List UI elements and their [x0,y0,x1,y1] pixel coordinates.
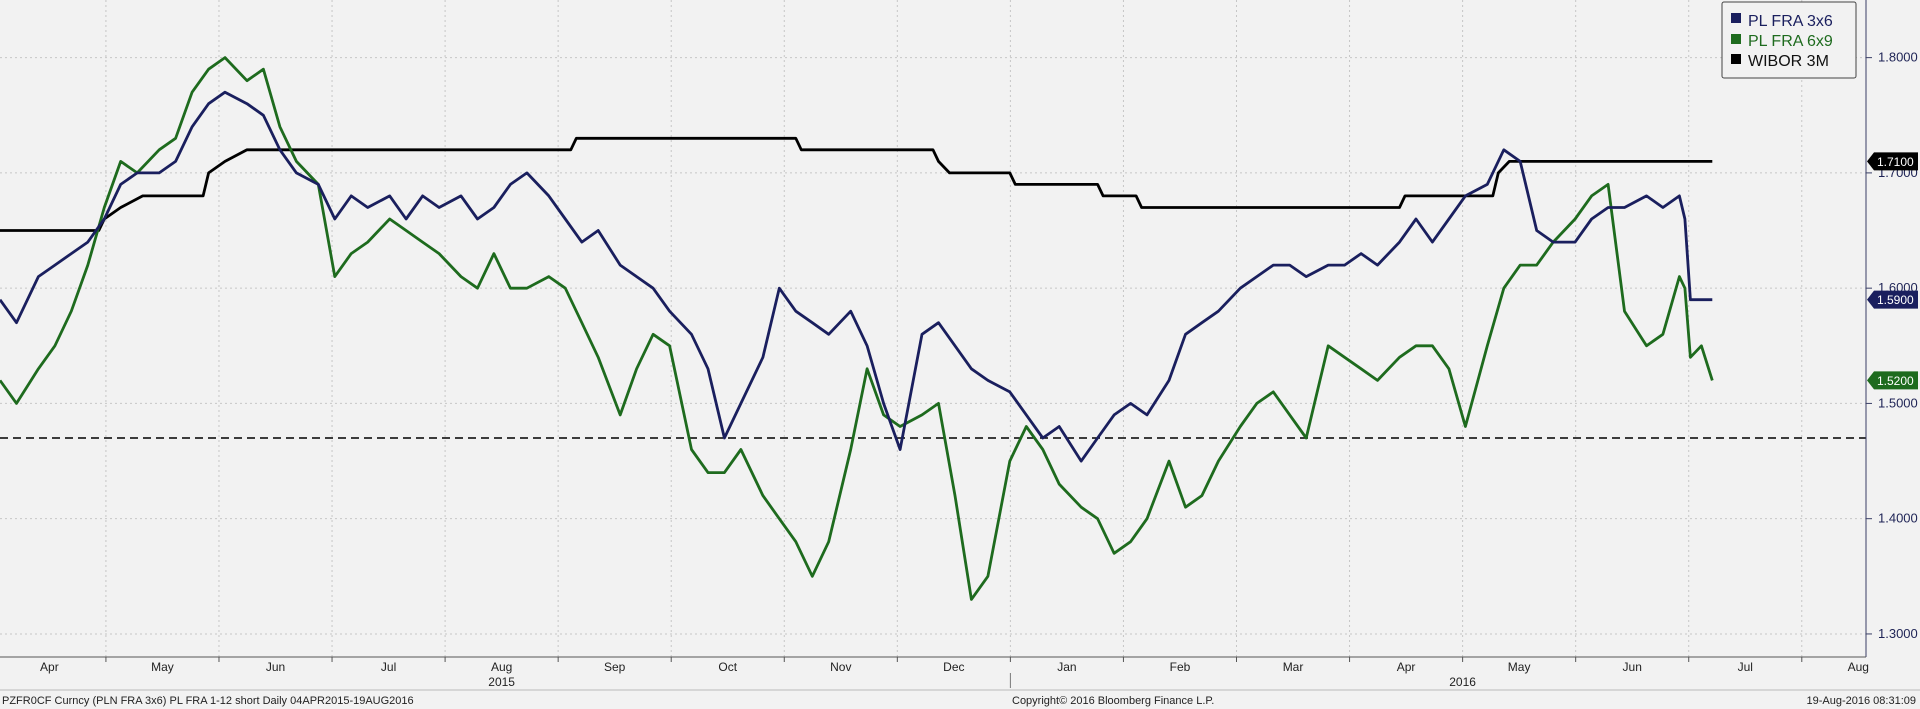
footer-left: PZFR0CF Curncy (PLN FRA 3x6) PL FRA 1-12… [2,695,414,707]
x-axis-ticks: Apr May Jun Jul Aug Sep Oct Nov Dec Jan Feb Mar Apr M… [40,657,1869,689]
last-value-tag-box [1867,371,1918,390]
footer-center: Copyright© 2016 Bloomberg Finance L.P. [1012,695,1214,707]
y-tick-label: 1.4000 [1878,511,1918,526]
x-tick-label: Mar [1283,660,1304,674]
year-label: 2016 [1449,675,1476,689]
last-value-tag-label: 1.7100 [1877,155,1914,169]
last-value-tag-box [1867,290,1918,309]
year-label: 2015 [488,675,515,689]
x-tick-label: Dec [943,660,964,674]
y-tick-label: 1.8000 [1878,50,1918,65]
x-tick-label: Nov [830,660,851,674]
legend-label-wibor-3m: WIBOR 3M [1748,53,1829,70]
x-tick-label: Oct [718,660,737,674]
x-tick-label: Jun [266,660,285,674]
x-tick-label: Jul [1738,660,1753,674]
x-tick-label: Apr [1397,660,1416,674]
series-line-pl-fra-3x6 [0,90,1713,463]
legend-swatch-wibor-3m [1731,54,1741,64]
legend[interactable]: PL FRA 3x6 PL FRA 6x9 WIBOR 3M [1721,1,1857,79]
last-value-tag-pl-fra-6x9: 1.5200 [1867,371,1918,390]
x-tick-label: Jan [1057,660,1076,674]
last-value-tag-label: 1.5200 [1877,374,1914,388]
last-value-tag-box [1867,152,1918,171]
last-value-tag-pl-fra-3x6: 1.5900 [1867,290,1918,309]
x-tick-label: Jul [381,660,396,674]
y-tick-label: 1.5000 [1878,395,1918,410]
series-line-pl-fra-6x9 [0,56,1714,601]
last-value-tag-wibor-3m: 1.7100 [1867,152,1918,171]
x-tick-label: Jun [1623,660,1642,674]
legend-label-pl-fra-3x6: PL FRA 3x6 [1748,13,1833,30]
x-tick-label: May [1508,660,1531,674]
y-tick-label: 1.3000 [1878,626,1918,641]
x-tick-label: Feb [1170,660,1191,674]
legend-swatch-pl-fra-6x9 [1731,34,1741,44]
series-layer [0,56,1714,601]
x-tick-label: Apr [40,660,59,674]
x-tick-label: May [151,660,174,674]
footer-right: 19-Aug-2016 08:31:09 [1807,695,1916,707]
x-tick-label: Sep [604,660,626,674]
legend-swatch-pl-fra-3x6 [1731,13,1741,23]
legend-label-pl-fra-6x9: PL FRA 6x9 [1748,33,1833,50]
grid [0,0,1866,657]
x-tick-label: Aug [1848,660,1869,674]
x-tick-label: Aug [491,660,512,674]
last-value-tags: 1.5900 1.5200 1.7100 [1867,152,1918,390]
last-value-tag-label: 1.5900 [1877,293,1914,307]
legend-box [1721,1,1857,79]
series-line-wibor-3m [0,136,1713,232]
